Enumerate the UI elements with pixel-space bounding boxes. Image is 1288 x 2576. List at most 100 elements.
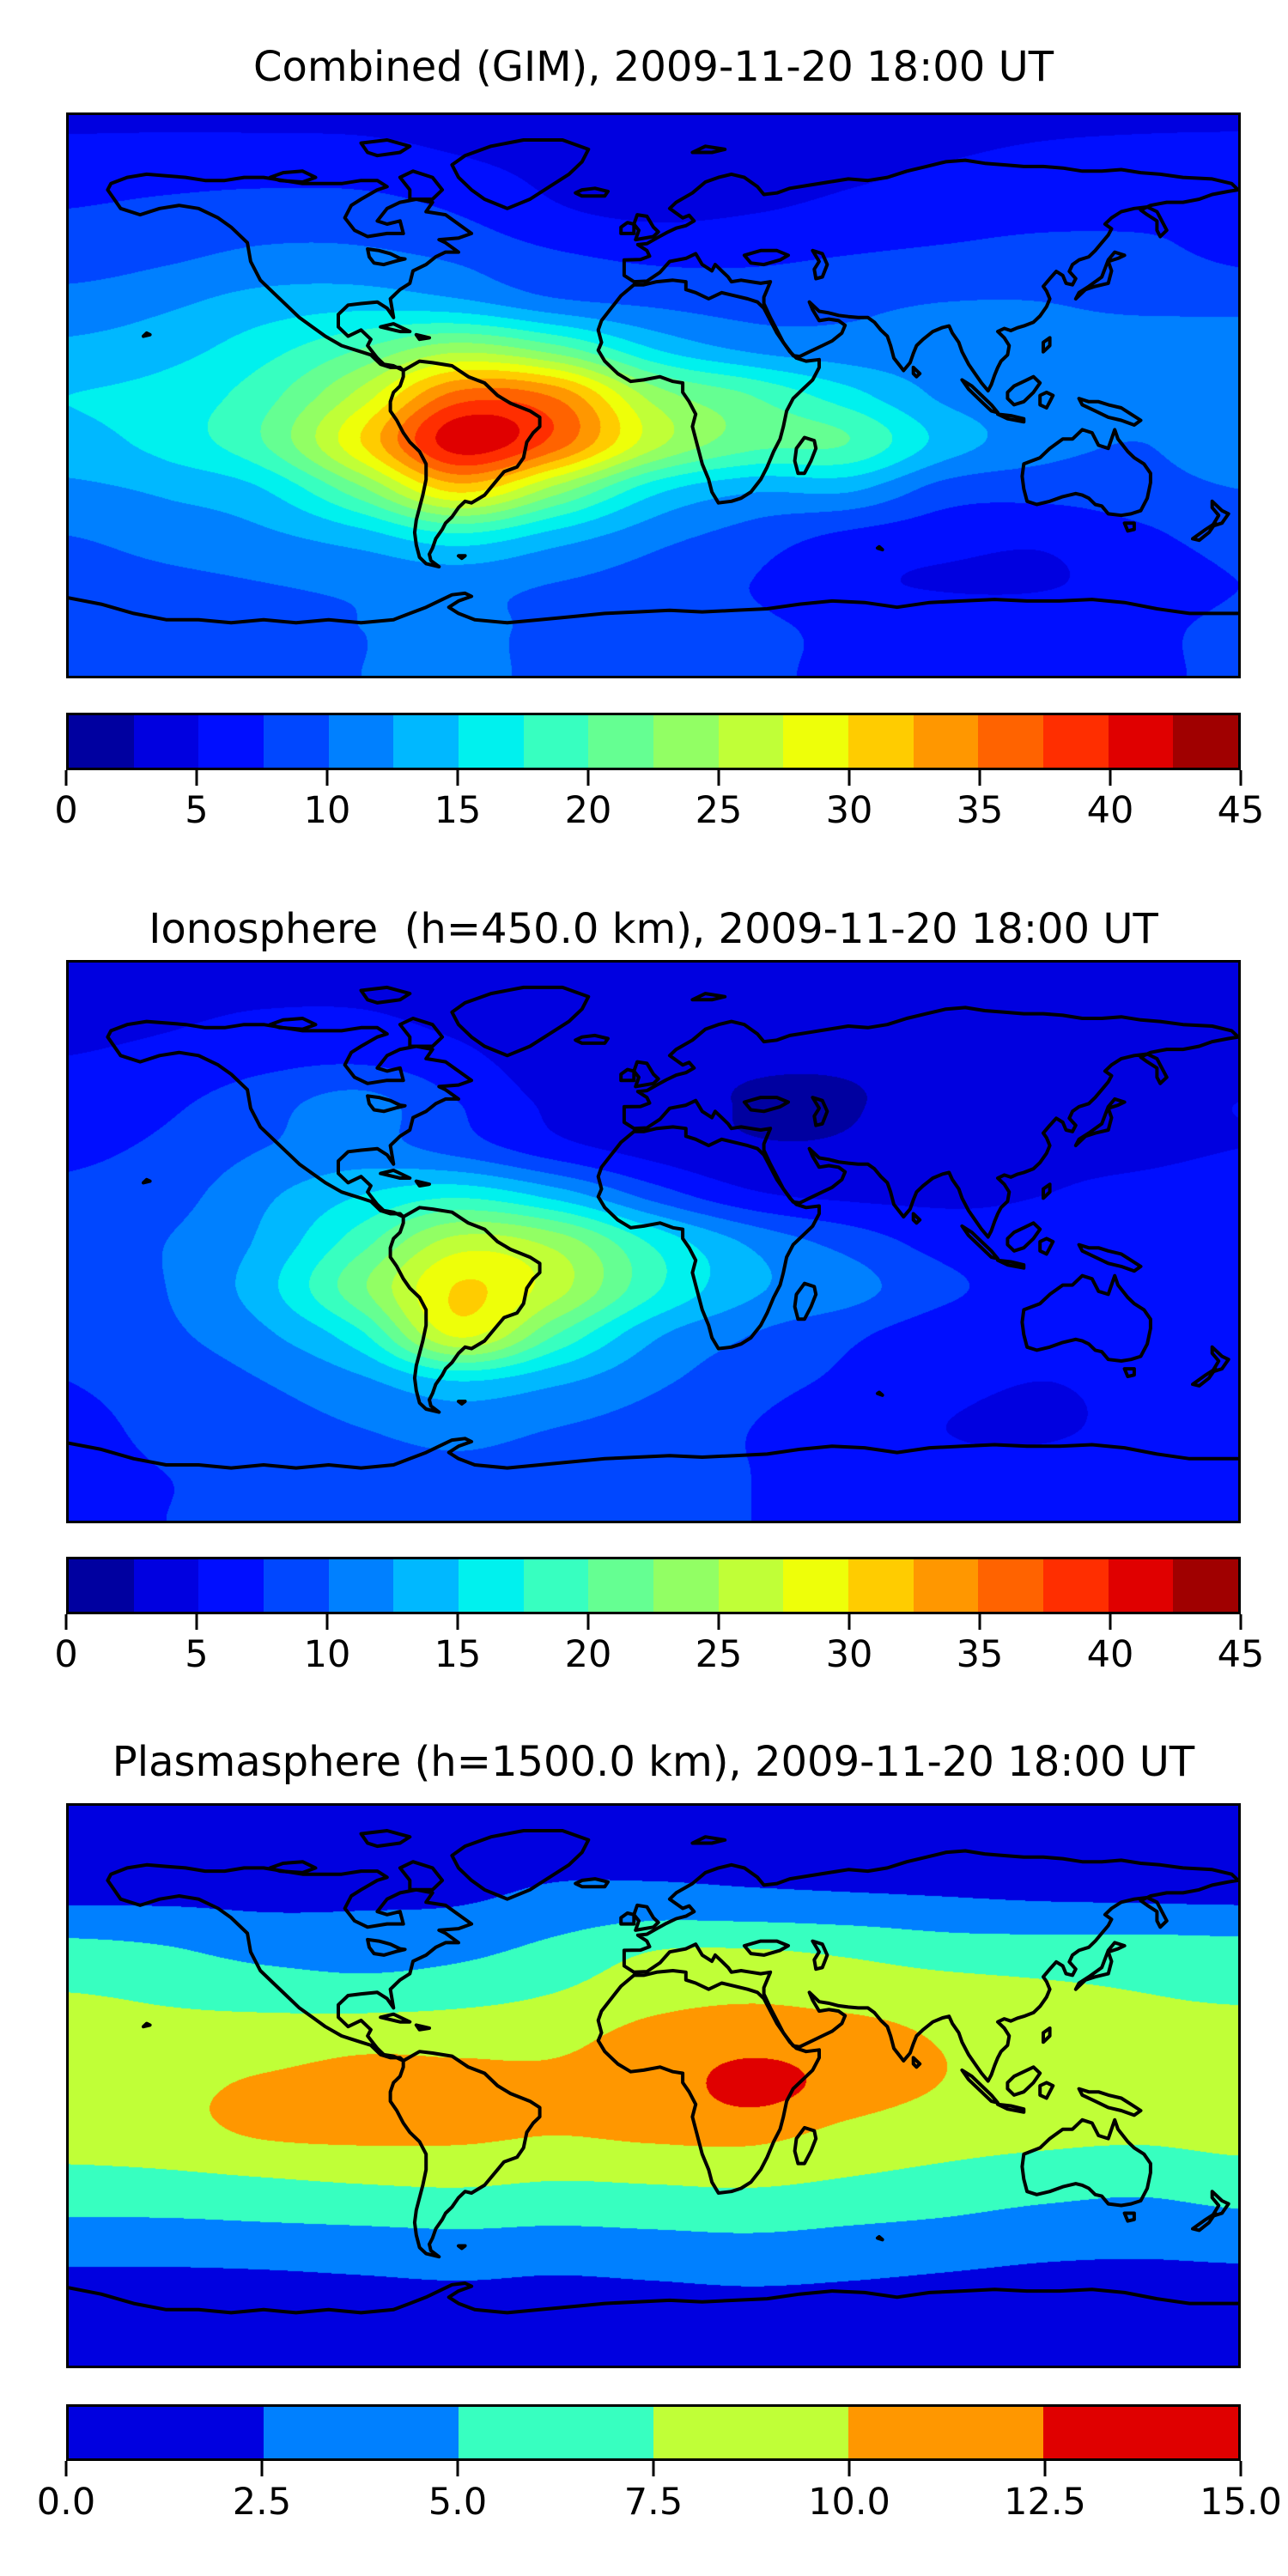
coastline-great-lakes bbox=[366, 1937, 407, 1957]
coastline-hispaniola bbox=[414, 332, 431, 342]
coastline-japan bbox=[1073, 250, 1127, 301]
panel-title-combined: Combined (GIM), 2009-11-20 18:00 UT bbox=[252, 43, 1054, 91]
colorbar-segment-17 bbox=[1173, 715, 1239, 768]
colorbar-segment-4 bbox=[328, 715, 394, 768]
colorbar-segment-3 bbox=[264, 715, 329, 768]
colorbar-tick-label: 35 bbox=[956, 1633, 1004, 1676]
colorbar-segment-0 bbox=[69, 715, 134, 768]
colorbar-tick-mark bbox=[195, 770, 198, 786]
coastline-sulawesi bbox=[1038, 2081, 1055, 2100]
coastline-tasmania bbox=[1122, 521, 1136, 533]
colorbar-tick-label: 0 bbox=[54, 789, 78, 832]
colorbar-tick-mark bbox=[848, 770, 851, 786]
coastline-hawaii bbox=[142, 331, 152, 338]
colorbar-tick-mark bbox=[586, 770, 590, 786]
coastline-cuba bbox=[379, 1168, 412, 1180]
colorbar-tick-label: 5 bbox=[185, 789, 209, 832]
colorbar-ticks-plasmasphere bbox=[64, 2461, 1242, 2478]
coastline-sri-lanka bbox=[911, 1212, 922, 1225]
colorbar-tick-mark bbox=[1239, 770, 1242, 786]
coastline-borneo bbox=[1005, 2065, 1042, 2097]
colorbar-tick-mark bbox=[978, 770, 981, 786]
coastline-eurasia bbox=[622, 158, 1238, 393]
coastline-great-britain bbox=[632, 1903, 660, 1932]
colorbar-segment-14 bbox=[978, 1559, 1044, 1612]
coastline-caspian-sea bbox=[811, 1096, 829, 1127]
coastline-luzon bbox=[1042, 336, 1052, 354]
colorbar-tick-label: 25 bbox=[695, 789, 743, 832]
coastline-greenland bbox=[450, 1829, 591, 1901]
coastline-north-america bbox=[106, 1862, 474, 2063]
coastline-new-zealand-north bbox=[1210, 1345, 1230, 1374]
coastline-madagascar bbox=[793, 2125, 818, 2166]
colorbar-tick-label: 15.0 bbox=[1200, 2481, 1282, 2524]
coastline-iceland bbox=[574, 1877, 610, 1889]
coastline-tasmania bbox=[1122, 2211, 1136, 2223]
colorbar-tick-label: 30 bbox=[825, 1633, 873, 1676]
coastline-australia bbox=[1020, 2117, 1152, 2208]
colorbar-tick-mark bbox=[64, 1614, 68, 1630]
colorbar-tick-mark bbox=[64, 770, 68, 786]
coastline-greenland bbox=[450, 138, 591, 210]
coastline-kerguelen bbox=[876, 1390, 884, 1397]
coastline-sulawesi bbox=[1038, 1236, 1055, 1256]
colorbar-segment-9 bbox=[653, 1559, 719, 1612]
colorbar-tick-mark bbox=[456, 2461, 459, 2476]
colorbar-segment-4 bbox=[848, 2407, 1043, 2458]
coastline-caspian-sea bbox=[811, 248, 829, 281]
colorbar-segment-8 bbox=[588, 1559, 654, 1612]
colorbar-tick-label: 45 bbox=[1217, 789, 1265, 832]
colorbar-tick-label: 0 bbox=[54, 1633, 78, 1676]
coastline-svalbard bbox=[690, 992, 727, 1002]
coastline-falkland-islands bbox=[457, 554, 467, 561]
coastline-new-zealand-north bbox=[1210, 2190, 1230, 2219]
colorbar-segment-11 bbox=[783, 715, 849, 768]
colorbar-tick-mark bbox=[717, 1614, 720, 1630]
colorbar-segment-14 bbox=[978, 715, 1044, 768]
colorbar-tick-label: 10.0 bbox=[808, 2481, 890, 2524]
colorbar-segment-5 bbox=[393, 715, 459, 768]
colorbar-plasmasphere bbox=[66, 2404, 1241, 2461]
coastline-luzon bbox=[1042, 1182, 1052, 1200]
colorbar-segment-12 bbox=[848, 715, 914, 768]
colorbar-segment-2 bbox=[459, 2407, 653, 2458]
coastline-japan bbox=[1073, 1941, 1127, 1991]
colorbar-tick-label: 0.0 bbox=[36, 2481, 96, 2524]
coastlines-overlay-ionosphere bbox=[69, 985, 1238, 1470]
colorbar-tick-mark bbox=[1239, 2461, 1242, 2476]
colorbar-segment-1 bbox=[264, 2407, 459, 2458]
coastline-ireland bbox=[619, 1911, 636, 1926]
coastline-iceland bbox=[574, 186, 610, 198]
colorbar-tick-label: 25 bbox=[695, 1633, 743, 1676]
world-map-ionosphere bbox=[66, 960, 1241, 1523]
colorbar-segment-13 bbox=[913, 1559, 979, 1612]
colorbar-segment-12 bbox=[848, 1559, 914, 1612]
coastline-australia bbox=[1020, 428, 1152, 518]
colorbar-segment-6 bbox=[459, 715, 524, 768]
coastline-cuba bbox=[379, 322, 412, 334]
colorbar-tick-label: 5 bbox=[185, 1633, 209, 1676]
colorbar-segment-16 bbox=[1108, 1559, 1174, 1612]
colorbar-tick-label: 40 bbox=[1086, 789, 1134, 832]
coastline-borneo bbox=[1005, 1221, 1042, 1253]
coastline-iceland bbox=[574, 1033, 610, 1045]
coastline-africa bbox=[596, 1969, 821, 2195]
colorbar-segment-2 bbox=[198, 715, 264, 768]
coastline-hawaii bbox=[142, 2021, 152, 2029]
coastline-new-guinea bbox=[1077, 397, 1143, 427]
colorbar-segment-6 bbox=[459, 1559, 524, 1612]
coastline-new-guinea bbox=[1077, 2087, 1143, 2117]
coastline-ellesmere-island bbox=[359, 1829, 412, 1849]
colorbar-segment-11 bbox=[783, 1559, 849, 1612]
colorbar-ionosphere bbox=[66, 1557, 1241, 1614]
colorbar-tick-mark bbox=[978, 1614, 981, 1630]
colorbar-tick-mark bbox=[586, 1614, 590, 1630]
coastline-great-lakes bbox=[366, 1094, 407, 1114]
colorbar-segment-1 bbox=[133, 1559, 199, 1612]
colorbar-tick-mark bbox=[325, 770, 329, 786]
coastline-borneo bbox=[1005, 374, 1042, 407]
colorbar-ticks-combined bbox=[64, 770, 1242, 787]
colorbar-tick-mark bbox=[848, 2461, 851, 2476]
colorbar-tick-mark bbox=[456, 770, 459, 786]
coastline-ellesmere-island bbox=[359, 985, 412, 1005]
